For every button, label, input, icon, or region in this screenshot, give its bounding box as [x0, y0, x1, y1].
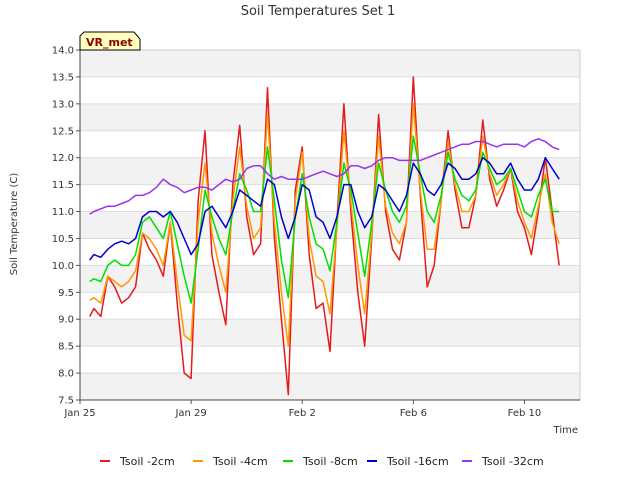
legend-label: Tsoil -32cm [481, 455, 544, 468]
x-tick-label: Feb 2 [289, 408, 316, 419]
y-tick-label: 10.0 [52, 261, 74, 272]
grid-band [80, 373, 580, 400]
y-tick-label: 8.0 [58, 369, 74, 380]
y-axis-label: Soil Temperature (C) [9, 173, 20, 276]
chart-title: Soil Temperatures Set 1 [241, 4, 396, 19]
y-tick-label: 13.5 [52, 72, 74, 83]
series-line-4 [89, 156, 560, 261]
legend-label: Tsoil -16cm [386, 455, 449, 468]
series-line-1 [89, 76, 560, 396]
y-tick-label: 12.5 [52, 126, 74, 137]
y-tick-label: 11.5 [52, 180, 74, 191]
x-tick-label: Jan 29 [174, 408, 206, 419]
y-tick-label: 12.0 [52, 153, 74, 164]
y-tick-label: 14.0 [52, 46, 74, 57]
x-axis-label: Time [553, 425, 578, 436]
y-tick-label: 11.0 [52, 207, 74, 218]
grid-band [80, 50, 580, 77]
x-tick-label: Feb 6 [400, 408, 427, 419]
series-line-2 [89, 103, 560, 347]
x-tick-label: Jan 25 [63, 408, 95, 419]
y-tick-label: 7.5 [58, 396, 74, 407]
grid-band [80, 103, 580, 131]
y-axis-ticks: 7.5 8.0 8.5 9.0 9.5 10.0 10.5 11.0 11.5 12.0 12.5 1… [52, 46, 80, 407]
y-tick-label: 8.5 [58, 342, 74, 353]
x-tick-label: Feb 10 [508, 408, 542, 419]
plot-frame [79, 49, 581, 401]
y-tick-label: 9.0 [58, 315, 74, 326]
legend-label: Tsoil -2cm [119, 455, 175, 468]
series-line-5 [89, 138, 560, 215]
legend-label: Tsoil -8cm [302, 455, 358, 468]
x-axis-ticks: Jan 25 Jan 29 Feb 2 Feb 6 Feb 10 [63, 400, 541, 419]
y-tick-label: 10.5 [52, 234, 74, 245]
y-tick-label: 9.5 [58, 288, 74, 299]
legend: Tsoil -2cm Tsoil -4cm Tsoil -8cm Tsoil -16c… [100, 455, 544, 468]
vr-met-label: VR_met [86, 36, 133, 49]
legend-label: Tsoil -4cm [212, 455, 268, 468]
vr-met-badge: VR_met [79, 31, 141, 51]
series-lines [89, 76, 560, 396]
y-tick-label: 13.0 [52, 99, 74, 110]
